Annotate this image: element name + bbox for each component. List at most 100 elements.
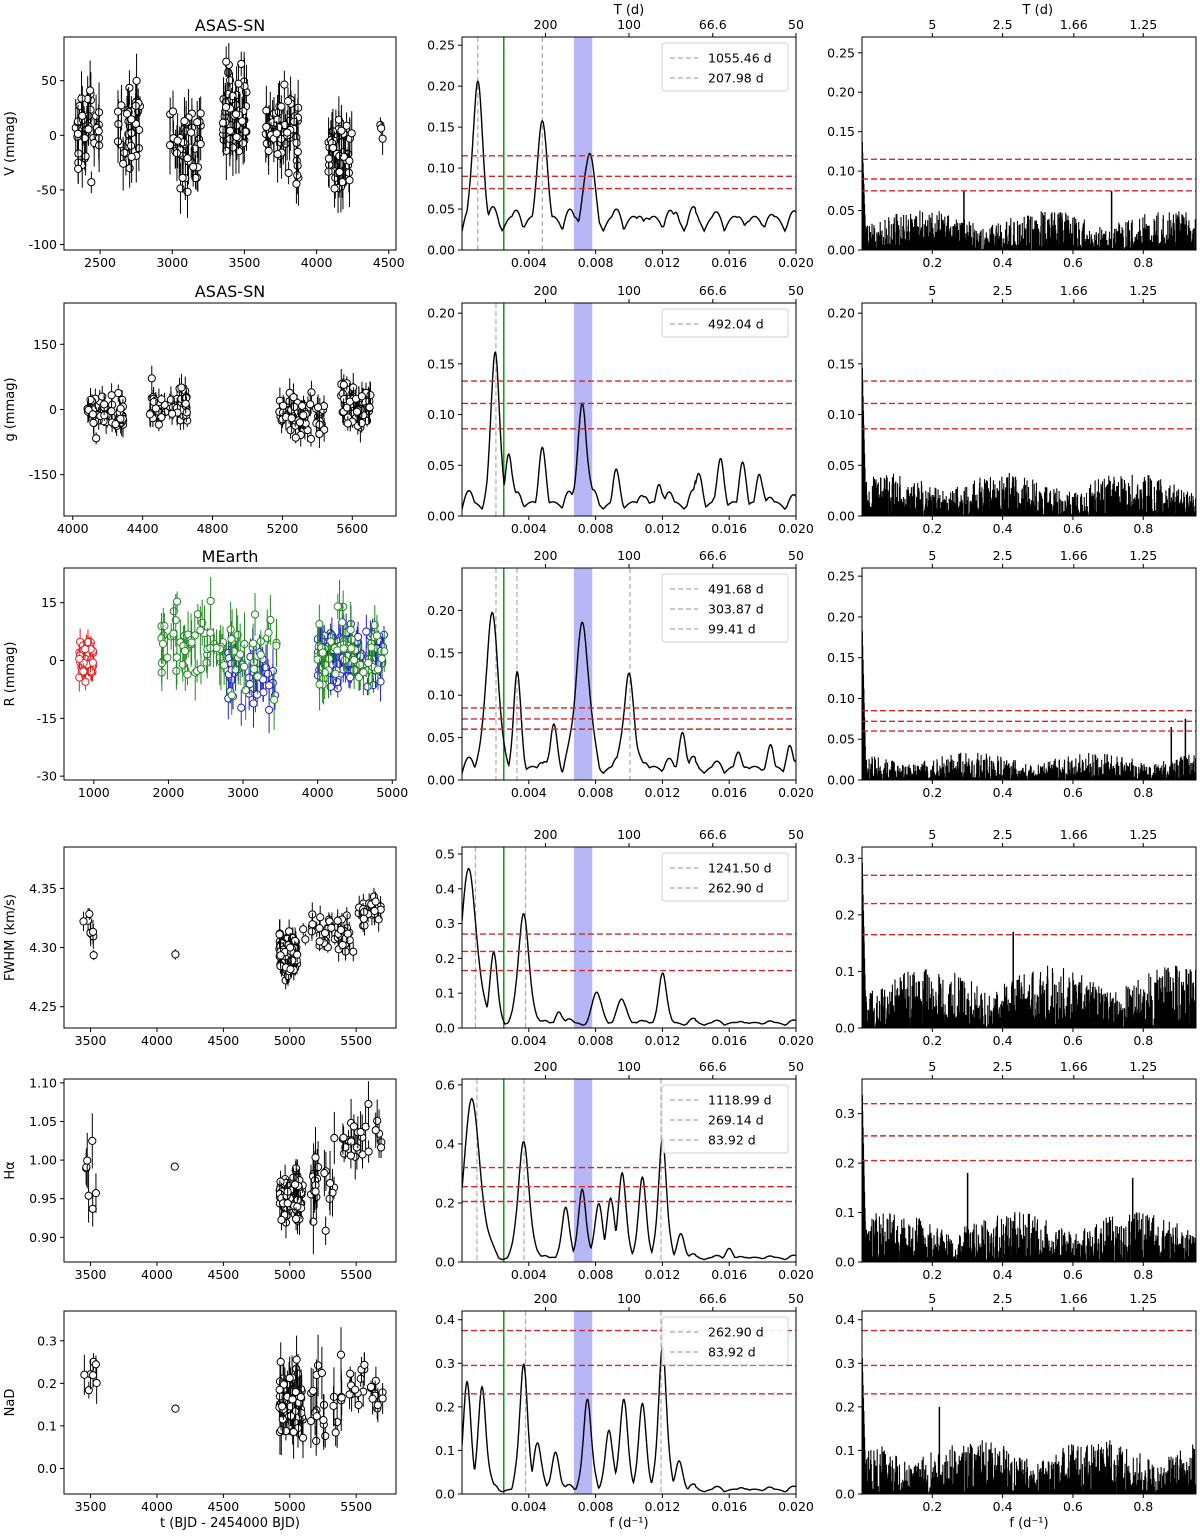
periodogram-series-line	[462, 611, 796, 775]
periodogram-panel-3: 0.004 0.008 0.012 0.016 0.020 0.00 0.05 0.10 0.1…	[427, 548, 814, 800]
data-point	[84, 1191, 93, 1200]
data-point	[196, 626, 205, 635]
y-tick-label: 0.20	[827, 609, 855, 624]
data-point	[289, 1427, 298, 1437]
data-point	[352, 407, 362, 416]
top-tick-label: 1.66	[1060, 283, 1088, 298]
data-point	[182, 408, 191, 417]
data-point	[89, 418, 98, 428]
data-point	[91, 1360, 100, 1369]
data-point	[347, 644, 356, 653]
y-tick-label: 0.05	[827, 458, 855, 473]
x-tick-label: 0.6	[1063, 1033, 1083, 1048]
data-point	[330, 184, 339, 193]
top-tick-label: 100	[617, 1059, 641, 1074]
data-point	[301, 935, 310, 944]
data-point	[227, 691, 236, 700]
data-point	[356, 1374, 365, 1383]
y-tick-label: 0.2	[835, 907, 855, 922]
full-periodogram-series-line	[862, 847, 1196, 1028]
data-point	[180, 646, 190, 656]
periodogram-series-line	[462, 1345, 796, 1493]
data-point	[306, 434, 316, 443]
full-periodogram-panel-1: 0.2 0.4 0.6 0.8 0.00 0.05 0.10 0.15 0.20 0.25 5 2.5…	[827, 3, 1197, 270]
legend-entry: 1055.46 d	[708, 51, 772, 66]
data-point	[371, 1126, 380, 1135]
data-point	[145, 410, 155, 419]
data-point	[291, 433, 300, 442]
data-point	[315, 937, 324, 946]
data-point	[333, 916, 342, 925]
data-points	[79, 887, 385, 990]
data-point	[88, 658, 97, 667]
top-tick-label: 100	[617, 17, 641, 32]
top-axis-label: T (d)	[613, 3, 644, 18]
x-tick-label: 0.004	[511, 255, 547, 270]
x-tick-label: 0.020	[778, 1033, 814, 1048]
data-point	[283, 1199, 292, 1208]
y-tick-label: 0.0	[835, 1487, 855, 1502]
y-tick-label: 4.30	[29, 940, 57, 955]
data-point	[325, 1179, 335, 1188]
data-points	[82, 1081, 386, 1255]
x-tick-label: 5000	[274, 1499, 306, 1514]
data-point	[78, 111, 87, 120]
x-axis-label: f (d⁻¹)	[609, 1516, 648, 1531]
data-point	[79, 917, 88, 926]
data-point	[277, 1215, 286, 1224]
x-tick-label: 0.004	[511, 1499, 547, 1514]
y-tick-label: 0.25	[827, 569, 855, 584]
data-point	[206, 596, 215, 606]
data-point	[239, 139, 248, 148]
y-tick-label: 0.1	[835, 1205, 855, 1220]
y-tick-label: 0.1	[37, 1418, 57, 1433]
data-point	[276, 1357, 285, 1366]
data-point	[364, 658, 373, 667]
data-point	[378, 134, 387, 143]
periodogram-series-line	[462, 1098, 796, 1261]
data-point	[287, 414, 296, 423]
data-point	[313, 403, 323, 412]
data-point	[202, 658, 211, 667]
data-point	[147, 374, 156, 383]
data-point	[333, 602, 342, 611]
data-point	[88, 927, 98, 936]
data-point	[263, 669, 273, 678]
legend-entry: 262.90 d	[708, 881, 764, 896]
data-point	[356, 1127, 365, 1137]
data-point	[226, 625, 235, 634]
data-point	[315, 619, 324, 629]
x-tick-label: 3000	[156, 255, 188, 270]
data-point	[286, 965, 295, 974]
x-tick-label: 0.8	[1133, 521, 1153, 536]
x-tick-label: 0.4	[993, 1267, 1013, 1282]
x-tick-label: 0.004	[511, 521, 547, 536]
top-tick-label: 100	[617, 827, 641, 842]
data-point	[371, 1376, 380, 1385]
data-point	[232, 132, 241, 142]
data-point	[339, 152, 348, 161]
y-tick-label: 0.10	[827, 407, 855, 422]
data-point	[320, 929, 330, 938]
y-tick-label: 0.4	[435, 881, 455, 896]
periodogram-panel-5: 0.004 0.008 0.012 0.016 0.020 0.0 0.2 0.4 0.6 200…	[435, 1059, 814, 1282]
y-axis-label: Hα	[3, 1161, 18, 1179]
x-tick-label: 4500	[207, 1499, 239, 1514]
data-point	[168, 107, 178, 116]
panel-title: ASAS-SN	[195, 16, 265, 35]
x-tick-label: 2000	[153, 785, 185, 800]
data-point	[120, 148, 129, 157]
data-point	[77, 94, 86, 103]
data-point	[126, 141, 136, 150]
top-tick-label: 1.66	[1060, 1059, 1088, 1074]
full-periodogram-series-line	[862, 353, 1196, 516]
x-tick-label: 0.004	[511, 1267, 547, 1282]
x-tick-label: 3500	[229, 255, 261, 270]
data-point	[295, 418, 304, 427]
top-tick-label: 5	[928, 1291, 936, 1306]
data-point	[256, 650, 265, 659]
data-point	[178, 173, 187, 182]
y-tick-label: 0.0	[835, 1021, 855, 1036]
y-tick-label: 0.2	[37, 1376, 57, 1391]
y-tick-label: 0	[49, 653, 57, 668]
